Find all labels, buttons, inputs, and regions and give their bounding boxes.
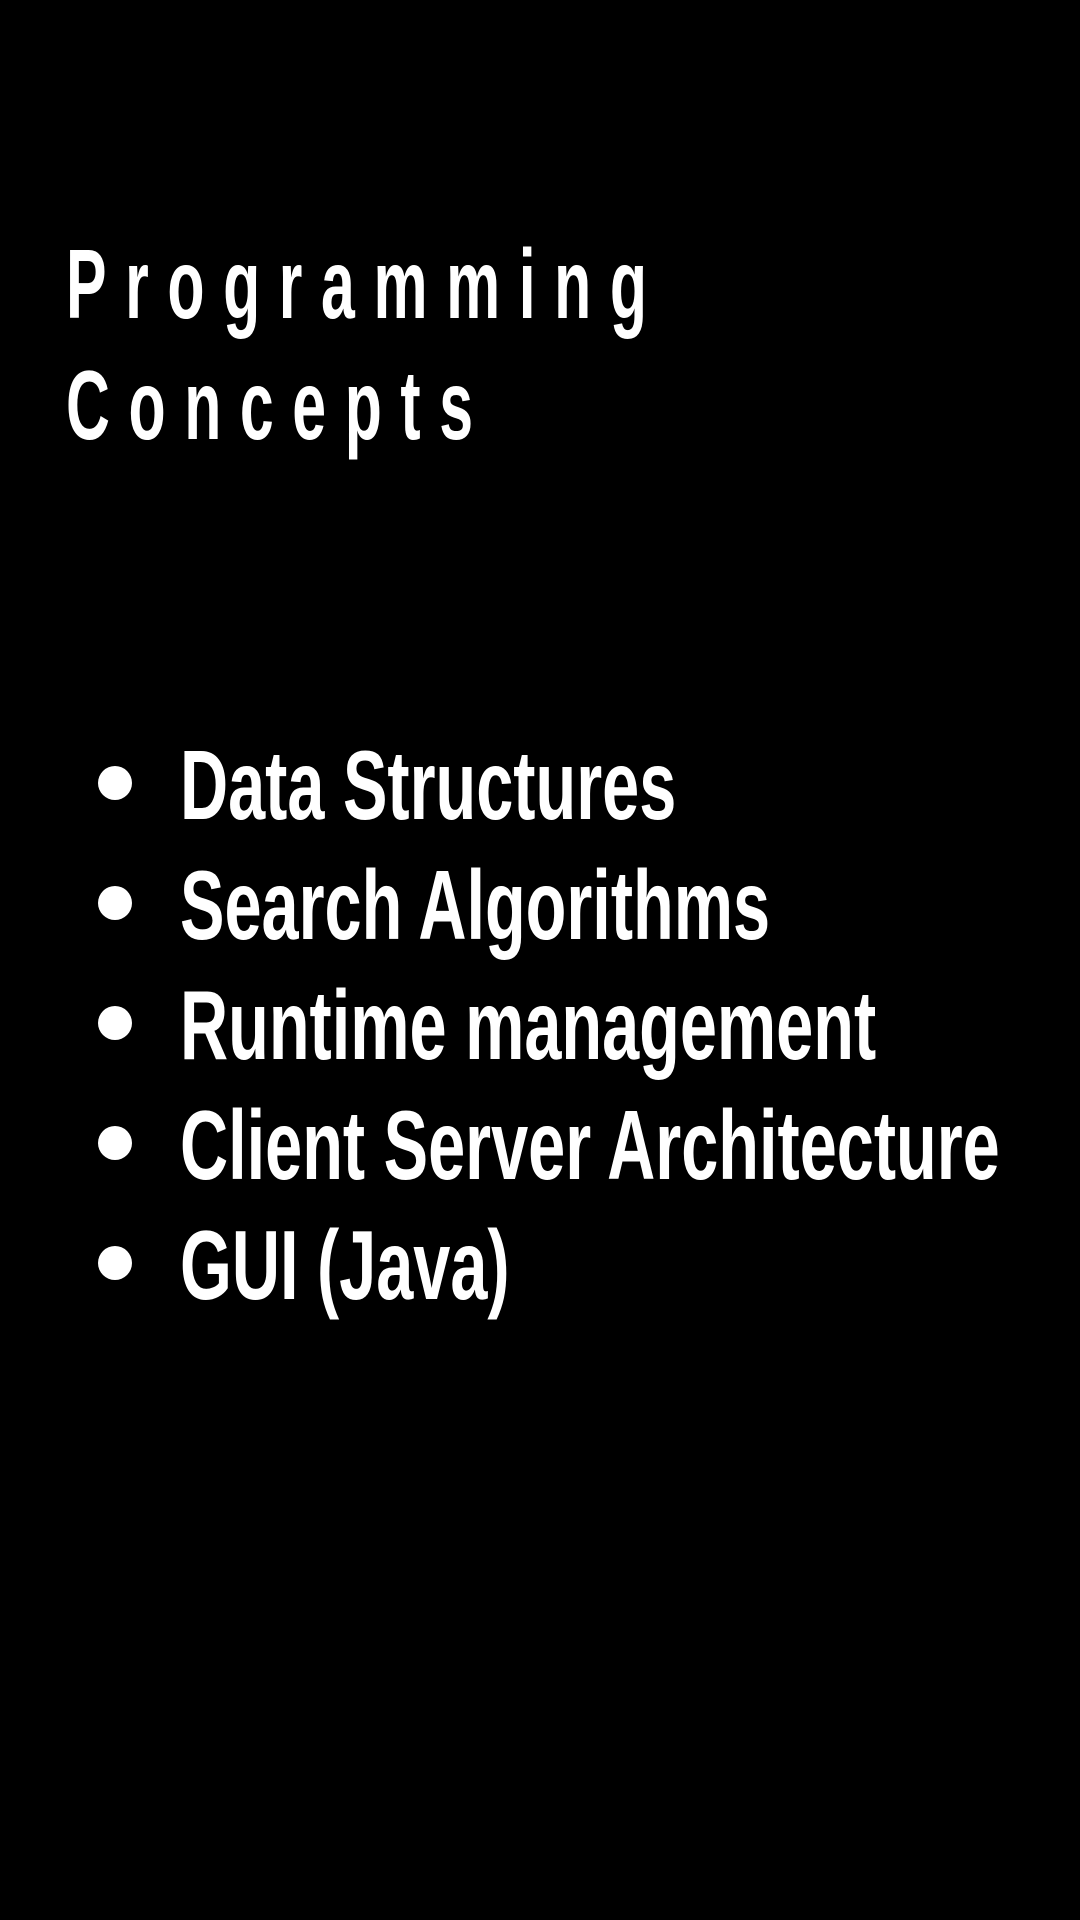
bullet-icon (98, 1126, 132, 1160)
bullet-text: Runtime management (180, 970, 877, 1080)
list-item: Data Structures (0, 720, 1080, 840)
list-item: Search Algorithms (0, 840, 1080, 960)
bullet-icon (98, 1246, 132, 1280)
bullet-icon (98, 1006, 132, 1040)
list-item: Runtime management (0, 960, 1080, 1080)
bullet-icon (98, 766, 132, 800)
bullet-text: GUI (Java) (180, 1210, 510, 1320)
bullet-icon (98, 886, 132, 920)
bullet-text: Client Server Architecture (180, 1090, 1000, 1200)
list-item: GUI (Java) (0, 1200, 1080, 1320)
slide-title-line-1: Programming (66, 229, 666, 339)
list-item: Client Server Architecture (0, 1080, 1080, 1200)
bullet-text: Data Structures (180, 730, 677, 840)
bullet-text: Search Algorithms (180, 850, 771, 960)
slide-title-line-2: Concepts (66, 350, 492, 460)
bullet-list: Data Structures Search Algorithms Runtim… (0, 720, 1080, 1320)
